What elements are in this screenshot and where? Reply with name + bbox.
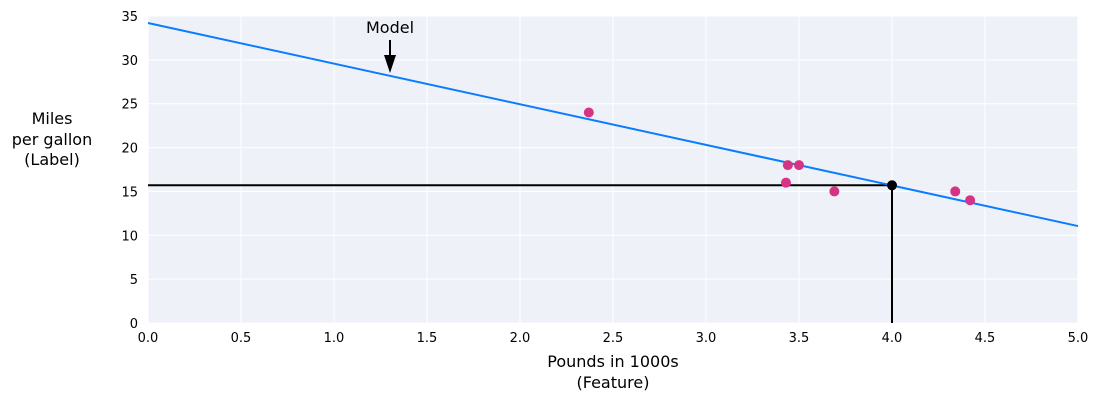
y-tick-label: 5 xyxy=(130,273,138,288)
data-point xyxy=(965,195,976,206)
y-axis-label-3: (Label) xyxy=(24,150,80,169)
y-axis-label-2: per gallon xyxy=(12,130,92,149)
data-point xyxy=(583,107,594,118)
x-tick-label: 3.0 xyxy=(696,331,717,346)
y-tick-label: 20 xyxy=(121,142,138,157)
y-tick-label: 35 xyxy=(121,10,138,25)
prediction-point xyxy=(887,180,897,191)
data-point xyxy=(782,160,793,171)
model-annotation: Model xyxy=(366,18,414,37)
x-tick-label: 3.5 xyxy=(789,331,810,346)
x-tick-label: 5.0 xyxy=(1068,331,1089,346)
data-point xyxy=(950,186,961,197)
y-tick-label: 15 xyxy=(121,185,138,200)
y-tick-label: 0 xyxy=(130,317,138,332)
y-tick-label: 10 xyxy=(121,229,138,244)
x-axis-label: Pounds in 1000s xyxy=(547,352,678,371)
x-tick-label: 2.5 xyxy=(603,331,624,346)
x-tick-label: 0.5 xyxy=(231,331,252,346)
y-axis-label-1: Miles xyxy=(32,109,73,128)
data-point xyxy=(829,186,840,197)
x-tick-label: 1.5 xyxy=(417,331,438,346)
y-tick-label: 30 xyxy=(121,54,138,69)
x-tick-label: 4.0 xyxy=(882,331,903,346)
annotation-arrow-head xyxy=(384,55,396,73)
model-line xyxy=(147,22,1079,228)
x-tick-label: 2.0 xyxy=(510,331,531,346)
y-tick-label: 25 xyxy=(121,98,138,113)
x-tick-label: 0.0 xyxy=(138,331,159,346)
data-point xyxy=(794,160,804,171)
x-tick-label: 4.5 xyxy=(975,331,996,346)
x-axis-label-2: (Feature) xyxy=(577,373,650,392)
x-tick-label: 1.0 xyxy=(324,331,345,346)
data-point xyxy=(780,177,791,188)
